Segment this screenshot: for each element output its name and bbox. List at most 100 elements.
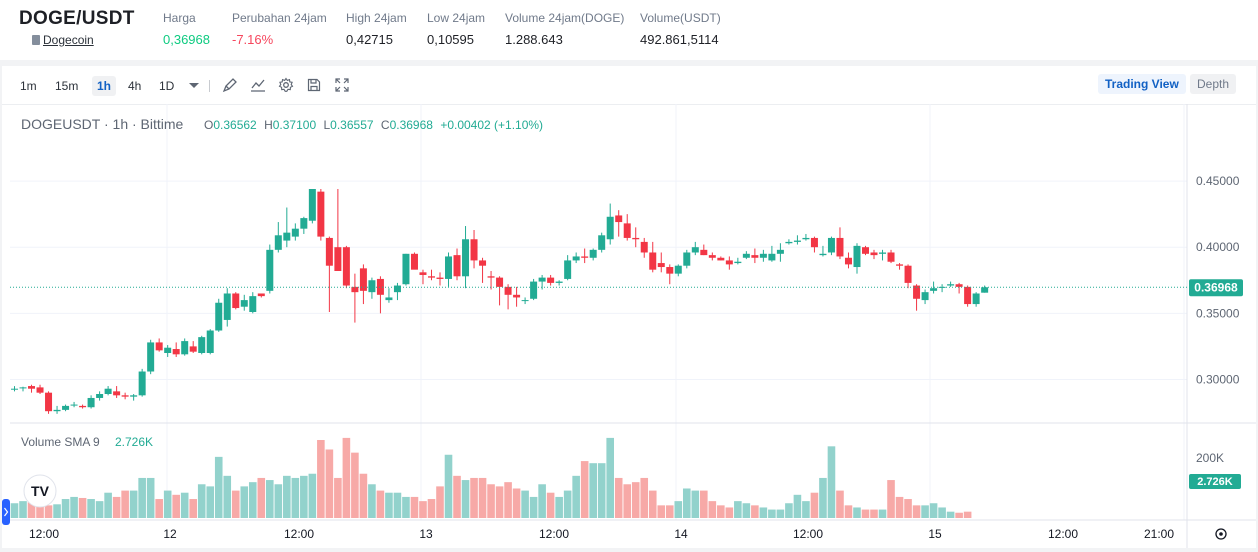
volume-bar xyxy=(529,496,538,518)
volume-bar xyxy=(87,499,95,518)
settings-icon[interactable] xyxy=(278,77,294,93)
save-icon[interactable] xyxy=(306,77,322,93)
chart-settings-icon[interactable] xyxy=(1215,528,1227,540)
volume-bar xyxy=(657,505,666,518)
volume-bar xyxy=(776,509,785,518)
stat-value: 0,42715 xyxy=(346,32,393,47)
volume-bar xyxy=(334,477,342,518)
coin-link[interactable]: Dogecoin xyxy=(32,33,94,47)
volume-bar xyxy=(189,499,198,518)
volume-bar xyxy=(495,486,504,518)
tab-trading-view[interactable]: Trading View xyxy=(1098,74,1186,94)
candle-body xyxy=(342,247,350,286)
coin-link-label: Dogecoin xyxy=(43,33,94,47)
volume-bar xyxy=(887,480,895,518)
tab-depth[interactable]: Depth xyxy=(1190,74,1237,94)
candlestick-chart[interactable]: 0.45000 0.40000 0.35000 0.30000 200K 2.726K 1… xyxy=(2,104,1256,548)
volume-bar xyxy=(27,502,36,518)
volume-bar xyxy=(538,484,546,518)
time-tick-label: 12:00 xyxy=(793,527,823,541)
volume-bar xyxy=(521,490,529,518)
interval-1d[interactable]: 1D xyxy=(159,79,175,93)
stat-volume-doge: Volume 24jam(DOGE) 1.288.643 xyxy=(505,11,624,47)
volume-bar xyxy=(19,501,27,518)
candle-body xyxy=(751,255,759,258)
candle-body xyxy=(334,247,342,271)
volume-bar xyxy=(248,482,257,518)
stat-price: Harga 0,36968 xyxy=(163,11,210,47)
interval-1h[interactable]: 1h xyxy=(92,76,117,96)
volume-last-label: 2.726K xyxy=(1197,476,1233,488)
stat-high: High 24jam 0,42715 xyxy=(346,11,407,47)
candle-body xyxy=(615,215,623,223)
volume-bar xyxy=(614,477,623,518)
toolbar-divider xyxy=(209,80,210,92)
volume-bar xyxy=(478,477,487,518)
volume-bar xyxy=(648,490,657,518)
candle-body xyxy=(359,268,367,291)
volume-bar xyxy=(70,496,78,518)
tradingview-logo[interactable]: TV xyxy=(23,474,57,508)
volume-bar xyxy=(283,475,291,518)
candle-body xyxy=(232,293,240,309)
candle-body xyxy=(206,330,214,353)
candle-body xyxy=(368,280,376,293)
candle-body xyxy=(606,216,614,240)
candle-body xyxy=(36,387,44,393)
candle-body xyxy=(972,293,980,305)
volume-bar xyxy=(402,496,410,518)
volume-bar xyxy=(436,486,444,518)
time-tick-label: 12:00 xyxy=(284,527,314,541)
volume-bar xyxy=(725,507,734,518)
candle-body xyxy=(130,395,138,397)
interval-4h[interactable]: 4h xyxy=(128,79,142,93)
candle-body xyxy=(776,249,784,254)
candle-body xyxy=(598,235,606,250)
legend-symbol: DOGEUSDT · 1h · Bittime xyxy=(21,116,184,132)
candle-body xyxy=(870,252,878,256)
expand-handle-icon[interactable] xyxy=(2,499,10,525)
volume-bar xyxy=(172,494,180,518)
volume-bar xyxy=(640,477,649,518)
candle-body xyxy=(453,255,461,277)
candle-body xyxy=(827,237,835,253)
volume-bar xyxy=(853,507,861,518)
volume-bar xyxy=(555,496,563,518)
candle-body xyxy=(70,404,78,406)
volume-legend-label: Volume SMA 9 xyxy=(21,435,100,449)
candle-body xyxy=(810,237,818,248)
volume-bar xyxy=(393,492,402,518)
volume-bar xyxy=(300,475,308,518)
volume-bar xyxy=(572,475,580,518)
interval-15m[interactable]: 15m xyxy=(55,79,79,93)
volume-bar xyxy=(955,512,963,518)
volume-bar xyxy=(563,490,572,518)
fullscreen-icon[interactable] xyxy=(334,77,350,93)
volume-bar xyxy=(274,484,283,518)
volume-bar xyxy=(938,507,946,518)
document-icon xyxy=(32,35,40,45)
candle-body xyxy=(640,241,648,253)
candle-body xyxy=(28,386,36,389)
time-tick-label: 21:00 xyxy=(1144,527,1174,541)
volume-bar xyxy=(580,461,589,518)
market-header: DOGE/USDT Dogecoin Harga 0,36968 Perubaha… xyxy=(0,0,1258,60)
volume-bar xyxy=(359,473,368,518)
volume-bar xyxy=(512,488,521,518)
volume-bar xyxy=(742,503,751,518)
draw-icon[interactable] xyxy=(222,77,238,93)
volume-bar xyxy=(155,499,163,518)
chevron-down-icon[interactable] xyxy=(186,77,202,93)
indicator-icon[interactable] xyxy=(250,77,266,93)
candle-body xyxy=(547,277,555,283)
candle-body xyxy=(513,294,521,298)
candle-body xyxy=(385,297,393,301)
candle-body xyxy=(938,286,946,288)
stat-label: Volume(USDT) xyxy=(640,11,721,25)
time-tick-label: 12 xyxy=(163,527,177,541)
volume-bar xyxy=(665,505,674,518)
interval-1m[interactable]: 1m xyxy=(20,79,37,93)
candle-body xyxy=(853,245,861,268)
candle-body xyxy=(683,252,691,266)
volume-bar xyxy=(631,482,640,518)
